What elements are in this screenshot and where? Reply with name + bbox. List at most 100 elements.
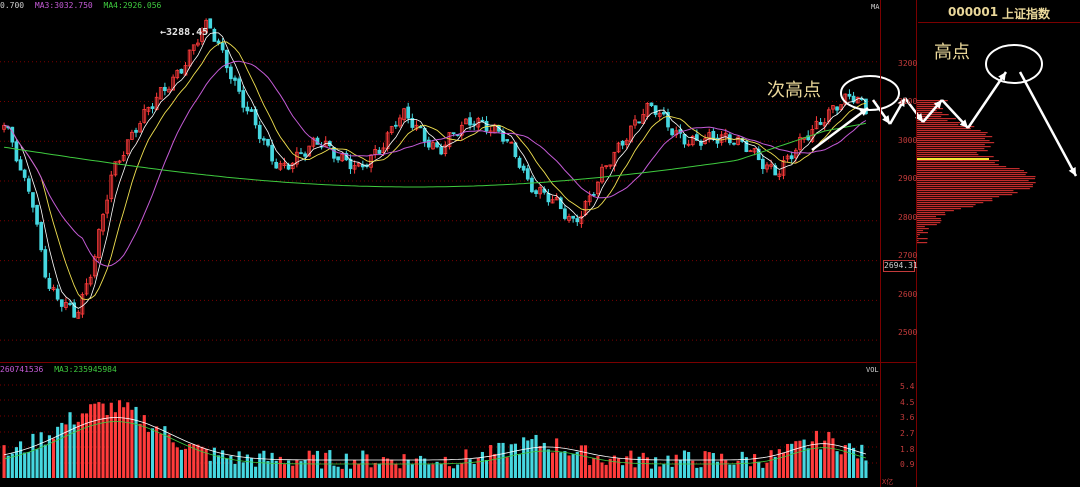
volume-bar [538, 446, 542, 478]
candle-body [39, 222, 44, 251]
volume-bar [84, 413, 89, 478]
volume-bar [196, 444, 200, 478]
candle-body [666, 112, 670, 128]
price-tick: 2700 [898, 251, 918, 260]
candle-body [117, 160, 122, 163]
ma4-value: MA4:2926.056 [103, 1, 162, 10]
volume-bar [777, 449, 781, 478]
volume-bar [563, 451, 567, 478]
volume-bar [654, 457, 658, 478]
arrow-down-1-head [882, 115, 890, 124]
candle-body [282, 162, 287, 166]
candle-body [814, 120, 819, 130]
volume-bar [517, 454, 522, 478]
volume-bar [353, 459, 357, 478]
candle-body [92, 256, 97, 277]
candle-body [422, 128, 427, 142]
candle-body [554, 197, 559, 201]
volume-bar [641, 452, 645, 478]
volume-bar [480, 451, 484, 478]
candle-body [200, 30, 204, 42]
chip-profile-bar [917, 118, 956, 120]
volume-bar [493, 453, 497, 478]
candle-body [715, 137, 720, 144]
stock-name: 上证指数 [1002, 7, 1051, 21]
candle-body [521, 165, 526, 171]
chip-profile-bar [917, 176, 1036, 178]
candle-body [426, 139, 431, 148]
candle-body [204, 19, 208, 33]
candle-body [270, 144, 274, 162]
volume-tick: 4.5 [900, 398, 915, 407]
volume-bar [64, 424, 68, 478]
ma3-value: MA3:3032.750 [34, 1, 93, 10]
chip-profile-bar [917, 188, 1030, 190]
volume-bar [501, 442, 505, 478]
chip-profile-bar [917, 172, 1028, 174]
volume-bar [724, 460, 728, 478]
volume-bar [522, 437, 526, 478]
volume-bar [649, 468, 654, 478]
candle-body [806, 135, 811, 141]
chip-profile-marker [917, 158, 989, 160]
volume-bar [839, 454, 843, 478]
candle-body [47, 277, 52, 289]
candle-body [138, 123, 142, 133]
candle-body [686, 143, 691, 146]
volume-bar [204, 448, 208, 478]
volume-tick: 1.8 [900, 445, 915, 454]
volume-bar [497, 442, 501, 478]
volume-bar [278, 456, 282, 478]
volume-bar [571, 454, 575, 478]
candle-body [142, 109, 147, 123]
volume-bar [262, 450, 266, 478]
candle-body [88, 276, 93, 285]
chip-profile-bar [917, 132, 988, 134]
candle-body [68, 303, 72, 305]
candle-body [616, 142, 621, 153]
candle-body [699, 140, 703, 146]
volume-bar [51, 438, 56, 478]
volume-bar [27, 452, 31, 478]
volume-bar [592, 457, 596, 478]
volume-bar [6, 455, 10, 478]
candle-body [348, 158, 353, 170]
chip-profile-bar [917, 222, 941, 224]
chip-profile-bar [917, 168, 1020, 170]
volume-bar [864, 460, 868, 478]
volume-bar [621, 465, 625, 478]
volume-bar [241, 462, 245, 478]
candle-body [744, 141, 749, 152]
volume-bar [567, 455, 571, 478]
volume-bar [369, 467, 373, 478]
volume-bar [534, 434, 538, 478]
price-tick: 3100 [898, 97, 918, 106]
volume-bar [851, 447, 856, 478]
volume-bar [678, 459, 682, 478]
volume-bar [790, 443, 794, 478]
candle-body [295, 151, 299, 165]
chip-profile-bar [917, 130, 981, 132]
candle-body [637, 121, 641, 124]
chip-profile-bar [917, 200, 993, 202]
candle-body [130, 131, 134, 140]
volume-bar [80, 413, 84, 478]
candle-body [752, 148, 757, 153]
candle-body [431, 142, 435, 150]
volume-bar [200, 446, 204, 478]
volume-bar [633, 467, 637, 478]
arrow-up-to-sub-high [811, 107, 869, 151]
volume-bar [753, 454, 757, 478]
volume-bar [97, 402, 101, 478]
chip-profile-bar [917, 208, 961, 210]
chip-profile-bar [917, 114, 949, 116]
candle-body [670, 128, 674, 136]
chip-profile-bar [917, 186, 1033, 188]
chip-profile-bar [917, 238, 928, 240]
candle-body [476, 118, 481, 128]
chip-profile-bar [917, 124, 959, 126]
volume-bar [707, 452, 711, 478]
volume-bar [662, 464, 666, 478]
volume-bar [245, 454, 249, 478]
